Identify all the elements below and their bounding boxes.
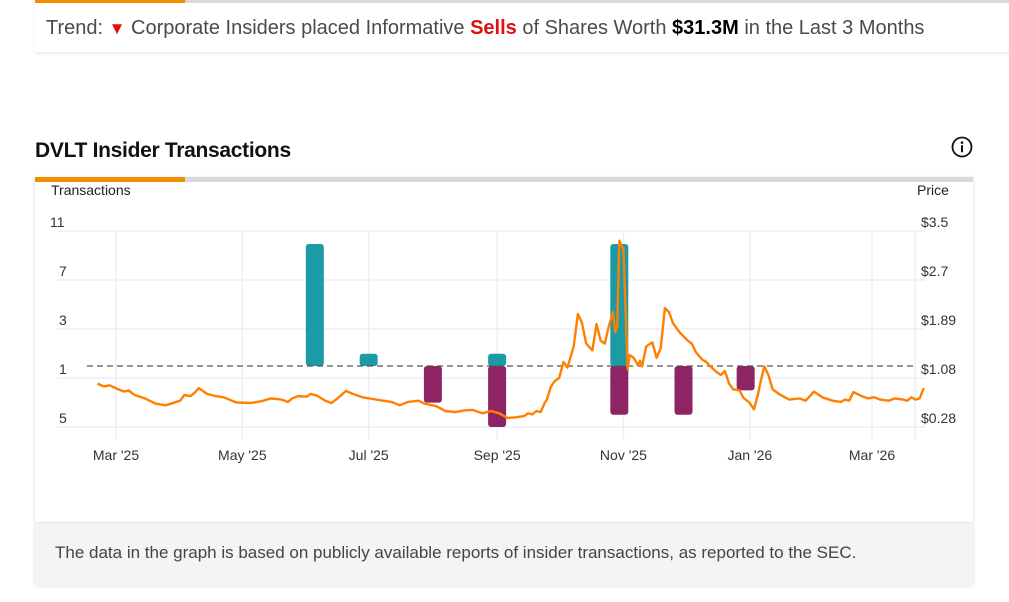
- x-tick-label: May '25: [218, 447, 267, 463]
- right-tick-label: $0.28: [921, 410, 956, 426]
- sell-bar: [423, 366, 442, 403]
- grid-layer: [57, 230, 925, 439]
- insider-chart: 11 7 3 1 5 $3.5 $2.7 $1.89 $1.08 $0.28 Mar '25 May …: [50, 214, 956, 463]
- right-tick-label: $3.5: [921, 214, 948, 230]
- trend-highlight: Sells: [470, 17, 517, 39]
- down-triangle-icon: ▼: [108, 19, 126, 38]
- buy-bar: [305, 244, 324, 366]
- line-layer: [87, 239, 925, 420]
- left-tick-label: 1: [59, 361, 67, 377]
- trend-summary: Trend: ▼ Corporate Insiders placed Infor…: [46, 17, 924, 40]
- sell-bar: [610, 366, 629, 415]
- right-tick-label: $2.7: [921, 263, 948, 279]
- chart-topbar: [35, 177, 973, 182]
- chart-card: Transactions Price 11 7 3 1 5 $3.5 $2.7 $1.89 $1…: [35, 177, 973, 586]
- footer-note: The data in the graph is based on public…: [55, 543, 857, 562]
- x-tick-label: Mar '26: [849, 447, 895, 463]
- trend-text-before: Corporate Insiders placed Informative: [131, 17, 465, 39]
- buy-bar: [488, 353, 507, 366]
- x-tick-label: Jul '25: [349, 447, 389, 463]
- info-icon[interactable]: [951, 136, 973, 158]
- right-tick-label: $1.89: [921, 312, 956, 328]
- sell-bar: [736, 366, 755, 391]
- chart-topbar-accent: [35, 177, 185, 182]
- trend-topbar-accent: [35, 0, 185, 3]
- left-axis-title: Transactions: [51, 182, 131, 198]
- trend-prefix: Trend:: [46, 17, 104, 39]
- footer: The data in the graph is based on public…: [35, 522, 973, 586]
- sell-bar: [488, 366, 507, 427]
- buy-bar: [359, 353, 378, 366]
- trend-amount: $31.3M: [672, 17, 739, 39]
- x-tick-label: Sep '25: [474, 447, 521, 463]
- bar-layer: [305, 244, 755, 427]
- right-tick-label: $1.08: [921, 361, 956, 377]
- left-tick-label: 3: [59, 312, 67, 328]
- left-tick-label: 11: [50, 214, 65, 230]
- x-tick-label: Jan '26: [727, 447, 772, 463]
- sell-bar: [674, 366, 693, 415]
- trend-text-after: in the Last 3 Months: [744, 17, 925, 39]
- right-axis-title: Price: [917, 182, 949, 198]
- left-tick-label: 5: [59, 410, 67, 426]
- x-tick-label: Mar '25: [93, 447, 139, 463]
- price-line: [96, 239, 925, 420]
- tick-layer: 11 7 3 1 5 $3.5 $2.7 $1.89 $1.08 $0.28 Mar '25 May …: [50, 214, 956, 463]
- trend-text-middle: of Shares Worth: [522, 17, 667, 39]
- x-tick-label: Nov '25: [600, 447, 647, 463]
- section-title: DVLT Insider Transactions: [35, 139, 291, 162]
- trend-topbar: [35, 0, 1009, 3]
- left-tick-label: 7: [59, 263, 67, 279]
- trend-card: Trend: ▼ Corporate Insiders placed Infor…: [35, 0, 1009, 52]
